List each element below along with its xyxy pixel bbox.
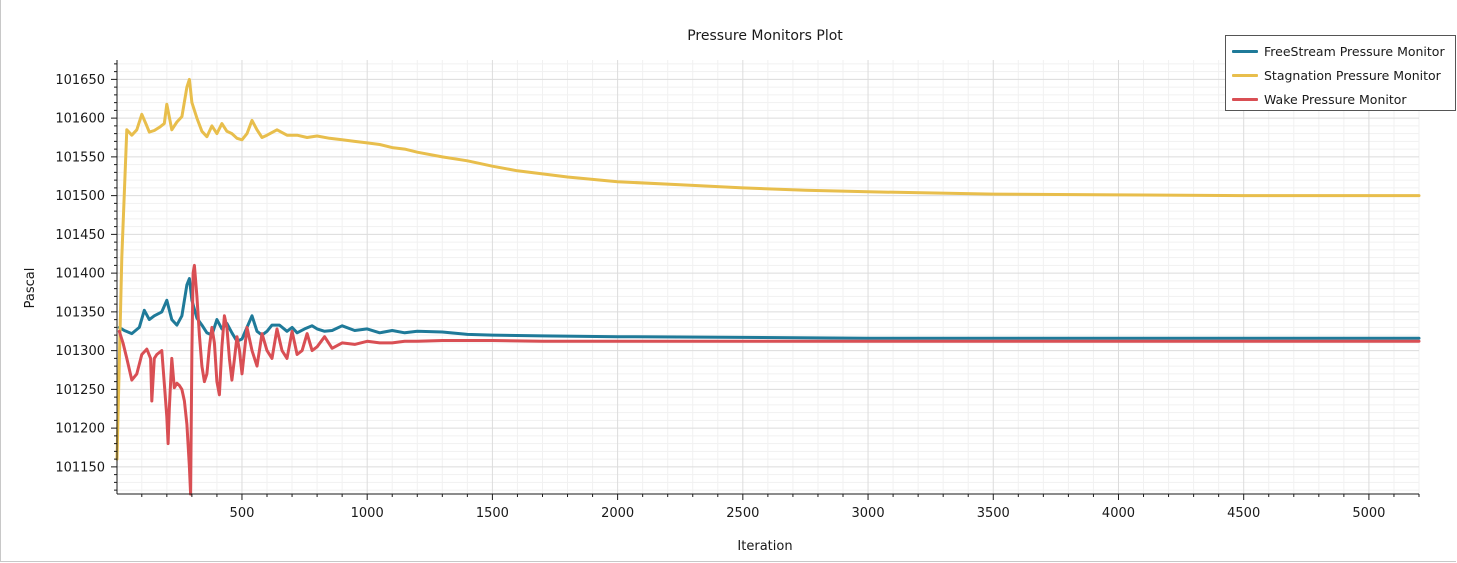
legend-label-wake: Wake Pressure Monitor xyxy=(1264,91,1407,107)
legend-label-stagnation: Stagnation Pressure Monitor xyxy=(1264,67,1441,83)
x-tick-label: 3500 xyxy=(977,506,1010,521)
chart-title: Pressure Monitors Plot xyxy=(687,28,843,44)
legend-label-freestream: FreeStream Pressure Monitor xyxy=(1264,43,1445,59)
series-layer xyxy=(115,77,1421,496)
x-tick-label: 4000 xyxy=(1102,506,1135,521)
legend-item-freestream[interactable]: FreeStream Pressure Monitor xyxy=(1232,39,1449,63)
x-tick-label: 5000 xyxy=(1352,506,1385,521)
legend-swatch-freestream xyxy=(1232,49,1258,53)
x-tick-label: 3000 xyxy=(852,506,885,521)
y-tick-label: 101150 xyxy=(55,460,105,475)
x-tick-label: 2500 xyxy=(726,506,759,521)
y-tick-label: 101550 xyxy=(55,150,105,165)
major-gridlines xyxy=(117,60,1419,494)
y-tick-label: 101500 xyxy=(55,189,105,204)
axes-layer: 500 1000 1500 2000 2500 3000 3500 4000 4500 5000 1… xyxy=(55,60,1420,521)
x-tick-label: 4500 xyxy=(1227,506,1260,521)
y-tick-label: 101600 xyxy=(55,112,105,127)
y-tick-label: 101450 xyxy=(55,228,105,243)
series-line-2 xyxy=(117,263,1421,496)
y-tick-label: 101350 xyxy=(55,305,105,320)
y-tick-label: 101400 xyxy=(55,267,105,282)
y-tick-label: 101250 xyxy=(55,383,105,398)
legend-swatch-stagnation xyxy=(1232,73,1258,77)
minor-gridlines xyxy=(117,60,1420,494)
chart-legend[interactable]: FreeStream Pressure Monitor Stagnation P… xyxy=(1225,35,1456,111)
series-line-0 xyxy=(117,277,1421,343)
x-tick-label: 500 xyxy=(230,506,255,521)
legend-item-wake[interactable]: Wake Pressure Monitor xyxy=(1232,87,1449,111)
x-tick-label: 2000 xyxy=(601,506,634,521)
y-tick-label: 101650 xyxy=(55,73,105,88)
x-axis-title: Iteration xyxy=(737,539,792,554)
legend-item-stagnation[interactable]: Stagnation Pressure Monitor xyxy=(1232,63,1449,87)
y-tick-label: 101200 xyxy=(55,422,105,437)
y-tick-label: 101300 xyxy=(55,344,105,359)
y-axis-title: Pascal xyxy=(23,268,38,309)
x-tick-label: 1000 xyxy=(351,506,384,521)
legend-swatch-wake xyxy=(1232,97,1258,101)
x-tick-label: 1500 xyxy=(476,506,509,521)
series-line-1 xyxy=(115,77,1421,461)
